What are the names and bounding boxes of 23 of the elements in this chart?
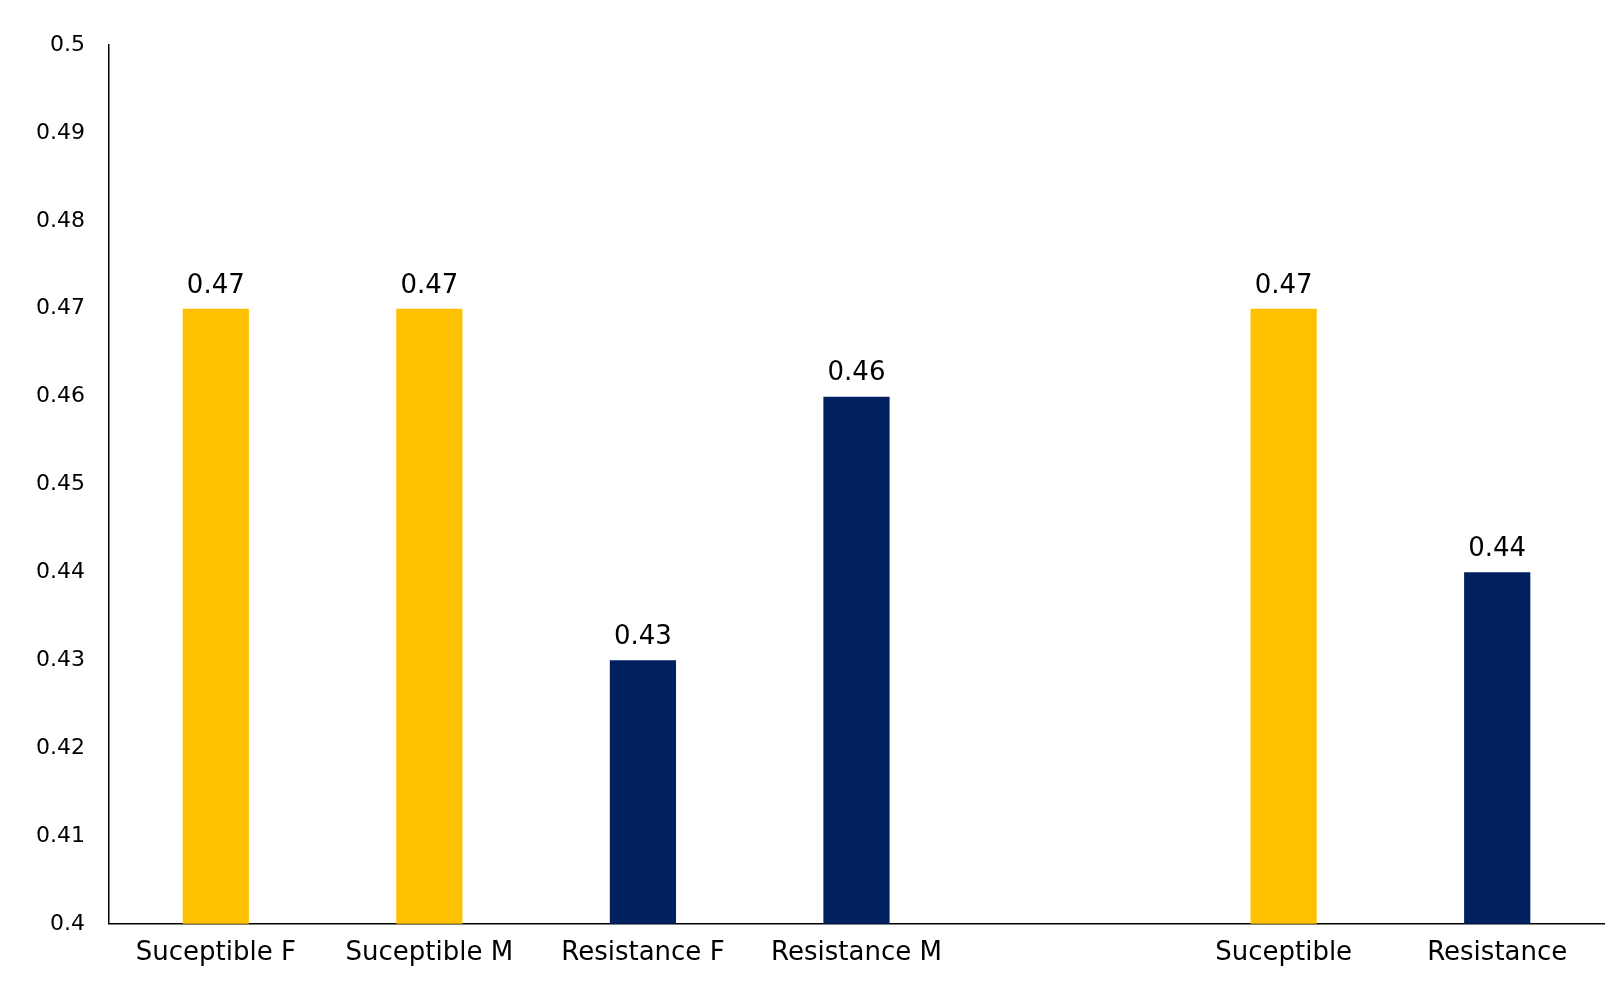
data-label: 0.43: [613, 619, 672, 650]
y-tick-label: 0.49: [36, 118, 85, 144]
x-tick-label: Resistance M: [771, 936, 942, 967]
x-tick-label: Suceptible M: [345, 936, 514, 967]
x-tick-label: Resistance F: [561, 936, 725, 967]
y-tick-label: 0.47: [36, 294, 85, 320]
data-label: 0.47: [186, 268, 245, 299]
x-tick-label: Suceptible: [1215, 936, 1353, 967]
data-label: 0.46: [827, 356, 886, 387]
data-label: 0.47: [1254, 268, 1313, 299]
y-tick-label: 0.41: [36, 821, 85, 847]
y-tick-label: 0.48: [36, 206, 85, 232]
y-tick-label: 0.44: [36, 558, 85, 584]
data-label: 0.47: [400, 268, 459, 299]
y-tick-label: 0.5: [49, 30, 85, 56]
y-tick-label: 0.42: [36, 733, 85, 759]
x-tick-label: Resistance: [1427, 936, 1568, 967]
y-tick-label: 0.43: [36, 645, 85, 671]
y-tick-label: 0.46: [36, 382, 85, 408]
x-tick-label: Suceptible F: [135, 936, 296, 967]
y-tick-label: 0.4: [49, 909, 85, 935]
data-label: 0.44: [1468, 532, 1527, 563]
y-tick-label: 0.45: [36, 470, 85, 496]
